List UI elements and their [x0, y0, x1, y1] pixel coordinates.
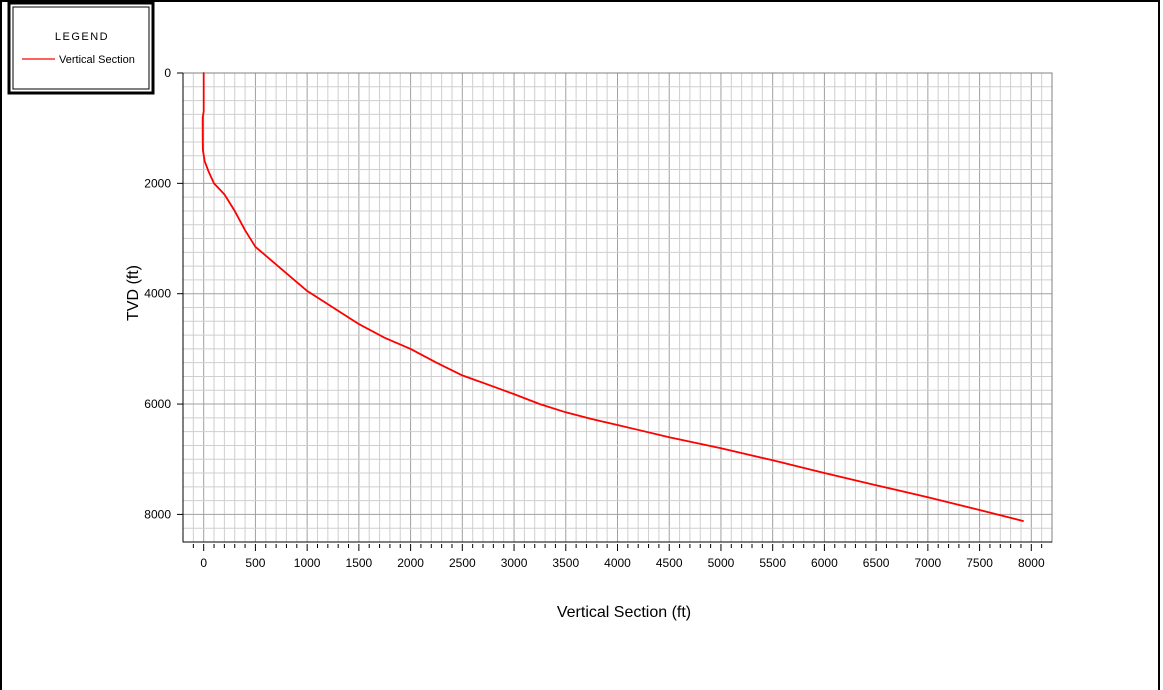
x-tick-label: 6500	[863, 556, 890, 570]
legend-inner-border	[12, 6, 150, 90]
x-tick-label: 7500	[966, 556, 993, 570]
x-tick-label: 4500	[656, 556, 683, 570]
axes	[177, 72, 1053, 551]
series	[201, 72, 1024, 522]
x-tick-label: 500	[245, 556, 265, 570]
tick-labels: 0 500 1000 1500 2000 2500 3000 3500 4000 4500 5000…	[144, 66, 1045, 570]
y-tick-label: 8000	[144, 507, 171, 521]
x-tick-label: 1500	[346, 556, 373, 570]
x-tick-label: 6000	[811, 556, 838, 570]
y-tick-label: 6000	[144, 397, 171, 411]
x-axis-title: Vertical Section (ft)	[557, 604, 691, 621]
y-tick-label: 4000	[144, 287, 171, 301]
legend-outer-border	[7, 1, 155, 95]
x-tick-label: 5500	[759, 556, 786, 570]
x-tick-label: 7000	[915, 556, 942, 570]
x-tick-label: 2000	[397, 556, 424, 570]
x-tick-label: 3500	[552, 556, 579, 570]
x-tick-label: 3000	[501, 556, 528, 570]
x-tick-label: 1000	[294, 556, 321, 570]
x-tick-label: 4000	[604, 556, 631, 570]
legend-title: LEGEND	[55, 31, 109, 43]
y-tick-label: 0	[164, 66, 171, 80]
legend-series-label: Vertical Section	[59, 54, 135, 66]
series-line-vertical-section	[201, 72, 1024, 522]
x-tick-label: 2500	[449, 556, 476, 570]
y-axis-title: TVD (ft)	[125, 265, 142, 321]
x-tick-label: 5000	[708, 556, 735, 570]
legend: LEGEND Vertical Section	[7, 1, 155, 95]
grid	[183, 73, 1052, 542]
y-tick-label: 2000	[144, 176, 171, 190]
x-tick-label: 0	[200, 556, 207, 570]
x-tick-label: 8000	[1018, 556, 1045, 570]
